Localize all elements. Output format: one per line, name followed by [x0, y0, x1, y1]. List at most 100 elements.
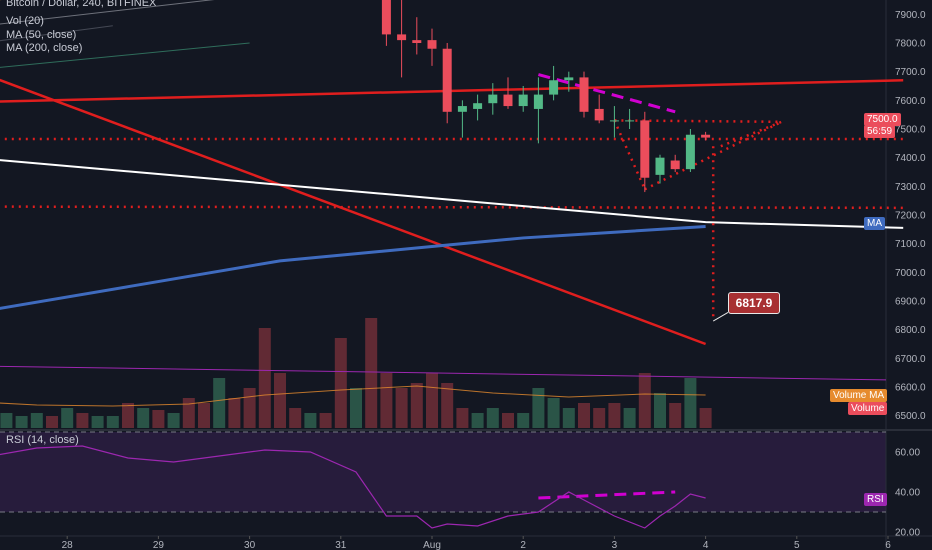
candle [594, 108, 604, 121]
volume-bar [319, 413, 332, 428]
price-axis-label: 6600.0 [895, 383, 926, 394]
time-axis-label: 3 [612, 540, 618, 550]
time-axis-label: 29 [153, 540, 165, 550]
time-axis-label: Aug [423, 540, 441, 550]
candle [655, 157, 665, 175]
candle [427, 40, 437, 49]
countdown-tag: 56:59 [864, 125, 896, 138]
time-axis-label: 6 [885, 540, 891, 550]
volume-bar [562, 408, 575, 428]
price-axis-label: 6500.0 [895, 411, 926, 422]
volume-ma-tag: Volume MA [830, 389, 888, 402]
time-axis-label: 5 [794, 540, 800, 550]
volume-bar [441, 383, 454, 428]
candle [701, 134, 711, 138]
volume-bar [532, 388, 545, 428]
volume-bar [486, 408, 499, 428]
volume-bar [0, 413, 13, 428]
volume-bar [76, 413, 89, 428]
volume-bar [61, 408, 74, 428]
candle [381, 0, 391, 35]
volume-bar [365, 318, 378, 428]
ma50-line [0, 159, 904, 229]
candle [442, 48, 452, 112]
volume-bar [684, 378, 697, 428]
volume-bar [380, 373, 393, 428]
price-tag: 7500.0 [864, 113, 901, 126]
volume-bar [106, 416, 119, 428]
candle [412, 40, 422, 43]
volume-bar [30, 413, 43, 428]
volume-ma-line [0, 385, 706, 407]
legend-symbol: Bitcoin / Dollar, 240, BITFINEX [6, 0, 157, 9]
volume-bar [152, 410, 165, 428]
volume-bar [608, 403, 621, 428]
dotted-pattern-line [644, 120, 783, 191]
volume-bar [46, 416, 58, 428]
candle [609, 120, 619, 122]
price-axis-label: 6800.0 [895, 325, 926, 336]
rsi-axis-label: 60.00 [895, 448, 920, 459]
volume-bar [517, 413, 530, 428]
price-axis-label: 6900.0 [895, 297, 926, 308]
volume-bar [350, 388, 362, 428]
volume-bar [456, 408, 469, 428]
candle [397, 34, 407, 41]
volume-bar [289, 408, 302, 428]
volume-bar [258, 328, 271, 428]
dotted-trendline [0, 205, 904, 210]
volume-bar [228, 398, 241, 428]
volume-bar [15, 416, 28, 428]
price-axis-label: 6700.0 [895, 354, 926, 365]
price-axis-label: 7400.0 [895, 153, 926, 164]
price-axis-label: 7600.0 [895, 96, 926, 107]
candle [488, 94, 498, 104]
purple-line [0, 365, 887, 381]
volume-bar [182, 398, 195, 428]
price-axis-label: 7100.0 [895, 239, 926, 250]
candle [579, 77, 589, 112]
volume-bar [578, 403, 590, 428]
legend-ma200: MA (200, close) [6, 42, 83, 54]
candle [564, 77, 574, 81]
volume-bar [638, 373, 651, 428]
legend-volume: Vol (20) [6, 15, 44, 27]
volume-bar [669, 403, 682, 428]
time-axis-label: 2 [520, 540, 526, 550]
price-axis-label: 7800.0 [895, 39, 926, 50]
rsi-line [0, 445, 706, 529]
candle [670, 160, 680, 170]
volume-bar [274, 373, 286, 428]
faint-trendline [0, 25, 113, 42]
ma-tag: MA [864, 217, 885, 230]
volume-bar [213, 378, 226, 428]
volume-bar [593, 408, 606, 428]
faint-trendline [0, 0, 215, 25]
candle [549, 80, 559, 95]
price-axis-label: 7500.0 [895, 125, 926, 136]
rsi-axis-label: 20.00 [895, 528, 920, 539]
volume-bar [304, 413, 317, 428]
trendline [0, 79, 904, 103]
target-price-callout[interactable]: 6817.9 [728, 292, 780, 314]
volume-bar [137, 408, 150, 428]
faint-trendline [0, 42, 250, 68]
price-divergence-line [538, 73, 676, 114]
volume-bar [547, 398, 560, 428]
price-axis-label: 7700.0 [895, 67, 926, 78]
time-axis-label: 4 [703, 540, 709, 550]
volume-bar [243, 388, 256, 428]
volume-tag: Volume [848, 402, 888, 415]
price-axis-label: 7900.0 [895, 10, 926, 21]
price-axis-label: 7300.0 [895, 182, 926, 193]
candle [533, 94, 543, 109]
candle [625, 120, 635, 122]
volume-bar [426, 373, 438, 428]
ma200-line [0, 224, 706, 310]
volume-bar [623, 408, 636, 428]
legend-rsi: RSI (14, close) [6, 434, 79, 446]
candle [518, 94, 528, 107]
volume-bar [699, 408, 712, 428]
candle [640, 120, 650, 178]
